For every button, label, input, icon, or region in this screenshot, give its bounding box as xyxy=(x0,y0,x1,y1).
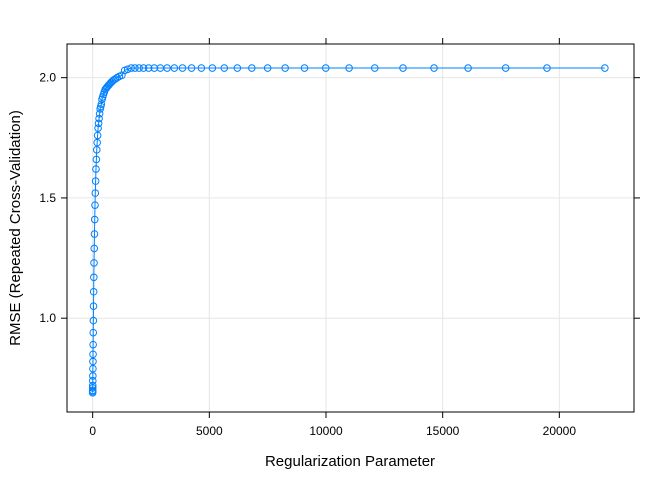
data-point xyxy=(89,302,98,310)
data-point xyxy=(95,109,104,118)
series-line xyxy=(92,67,605,393)
data-point xyxy=(88,381,97,390)
data-point xyxy=(89,328,98,337)
data-point xyxy=(95,114,103,123)
data-point xyxy=(89,316,98,325)
data-point xyxy=(88,384,97,392)
data-point xyxy=(399,64,407,72)
x-tick-label: 15000 xyxy=(426,424,460,438)
data-point xyxy=(89,364,97,373)
data-point xyxy=(92,146,101,154)
x-tick-label: 0 xyxy=(89,424,96,438)
data-point xyxy=(150,64,159,72)
data-point xyxy=(89,350,97,359)
data-point xyxy=(90,259,98,267)
data-point xyxy=(88,386,97,395)
data-point xyxy=(88,376,97,385)
data-point xyxy=(135,64,143,72)
data-point xyxy=(370,64,379,72)
data-point xyxy=(300,64,309,72)
data-point xyxy=(208,64,217,72)
plot-frame xyxy=(66,43,635,413)
data-point xyxy=(345,64,353,72)
data-point xyxy=(464,64,472,72)
data-point xyxy=(91,201,99,209)
series-layer xyxy=(88,64,609,397)
data-point xyxy=(178,64,187,72)
data-point xyxy=(170,64,179,72)
data-point xyxy=(123,65,132,74)
data-point xyxy=(113,73,121,82)
data-point xyxy=(90,215,99,224)
data-point xyxy=(89,340,97,349)
data-point xyxy=(139,64,148,72)
data-point xyxy=(91,177,100,185)
data-point xyxy=(281,64,289,72)
data-point xyxy=(430,64,438,72)
data-point xyxy=(89,372,97,380)
x-axis-label: Regularization Parameter xyxy=(265,453,435,470)
x-tick-label: 10000 xyxy=(309,424,343,438)
data-point xyxy=(263,64,272,72)
data-point xyxy=(90,244,99,253)
data-point xyxy=(321,64,330,72)
data-point xyxy=(127,64,135,72)
data-point xyxy=(220,64,229,72)
data-point xyxy=(94,119,103,128)
data-point xyxy=(601,64,609,72)
data-point xyxy=(131,64,139,72)
data-point xyxy=(90,273,98,282)
data-point xyxy=(89,357,97,366)
data-point xyxy=(91,189,100,197)
data-point xyxy=(111,75,120,83)
data-point xyxy=(197,64,206,72)
data-point xyxy=(163,64,171,72)
data-point xyxy=(90,230,99,238)
data-point xyxy=(144,64,153,72)
data-point xyxy=(187,64,196,72)
data-point xyxy=(543,64,551,72)
y-axis-label: RMSE (Repeated Cross-Validation) xyxy=(7,110,24,346)
data-point xyxy=(248,64,256,72)
data-point xyxy=(94,124,102,132)
grid-lines xyxy=(67,44,634,412)
data-point xyxy=(501,64,510,72)
y-tick-label: 1.0 xyxy=(39,311,56,325)
data-point xyxy=(93,138,101,147)
data-point xyxy=(92,155,101,164)
y-tick-label: 2.0 xyxy=(39,71,56,85)
data-point xyxy=(97,100,106,108)
y-tick-label: 1.5 xyxy=(39,191,56,205)
x-tick-label: 20000 xyxy=(543,424,577,438)
data-point xyxy=(92,165,100,173)
x-tick-label: 5000 xyxy=(196,424,223,438)
data-point xyxy=(233,64,242,72)
axes: 0 5000 10000 15000 20000 1.0 1.5 2.0 xyxy=(39,38,640,438)
data-point xyxy=(93,131,102,140)
data-point xyxy=(89,287,98,296)
